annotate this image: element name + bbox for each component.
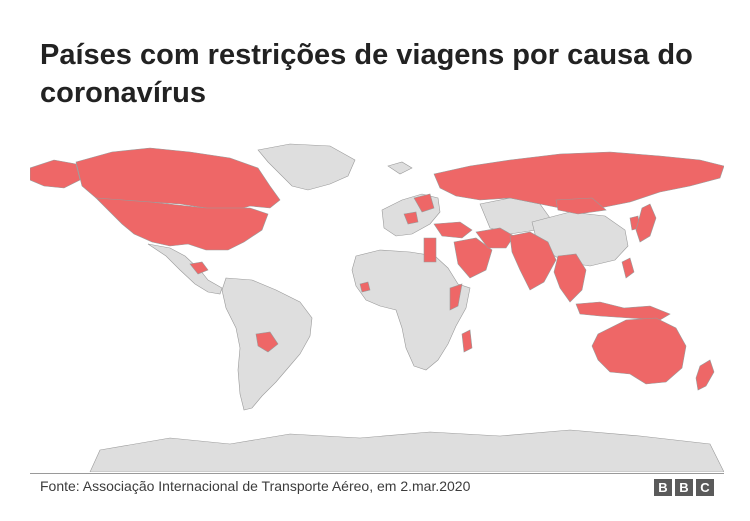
region-iran-gulf xyxy=(475,227,515,249)
logo-letter: B xyxy=(675,479,693,496)
region-japan xyxy=(635,203,657,243)
region-indonesia xyxy=(575,301,671,321)
logo-letter: B xyxy=(654,479,672,496)
region-somalia xyxy=(449,283,463,311)
bbc-logo: B B C xyxy=(654,479,714,496)
region-sierra-leone xyxy=(359,281,371,293)
region-eastern-europe xyxy=(413,193,435,213)
region-russia xyxy=(433,151,724,211)
region-india-south-asia xyxy=(509,231,557,291)
region-alaska xyxy=(30,159,81,189)
region-libya-egypt xyxy=(423,237,437,263)
region-usa xyxy=(95,197,269,251)
region-greenland xyxy=(257,143,356,191)
map-title: Países com restrições de viagens por cau… xyxy=(40,39,693,109)
region-mexico-central-america xyxy=(147,243,223,295)
region-new-zealand xyxy=(695,359,715,391)
region-southeast-asia xyxy=(553,253,587,303)
unrestricted-land xyxy=(89,143,724,472)
region-philippines xyxy=(621,257,635,279)
region-australia xyxy=(591,317,687,385)
region-turkey-middle-east xyxy=(433,221,473,239)
region-antarctica xyxy=(89,429,724,472)
region-mongolia xyxy=(555,197,607,215)
region-arabia xyxy=(453,237,493,279)
logo-letter: C xyxy=(696,479,714,496)
region-paraguay xyxy=(255,331,279,353)
restricted-countries xyxy=(30,147,724,391)
region-central-europe xyxy=(403,211,419,225)
footer-divider xyxy=(30,473,724,474)
region-africa xyxy=(351,249,471,371)
world-map xyxy=(30,143,724,472)
region-guatemala-honduras xyxy=(189,261,209,275)
source-note: Fonte: Associação Internacional de Trans… xyxy=(40,478,471,494)
region-iceland xyxy=(387,161,413,175)
region-madagascar xyxy=(461,329,473,353)
